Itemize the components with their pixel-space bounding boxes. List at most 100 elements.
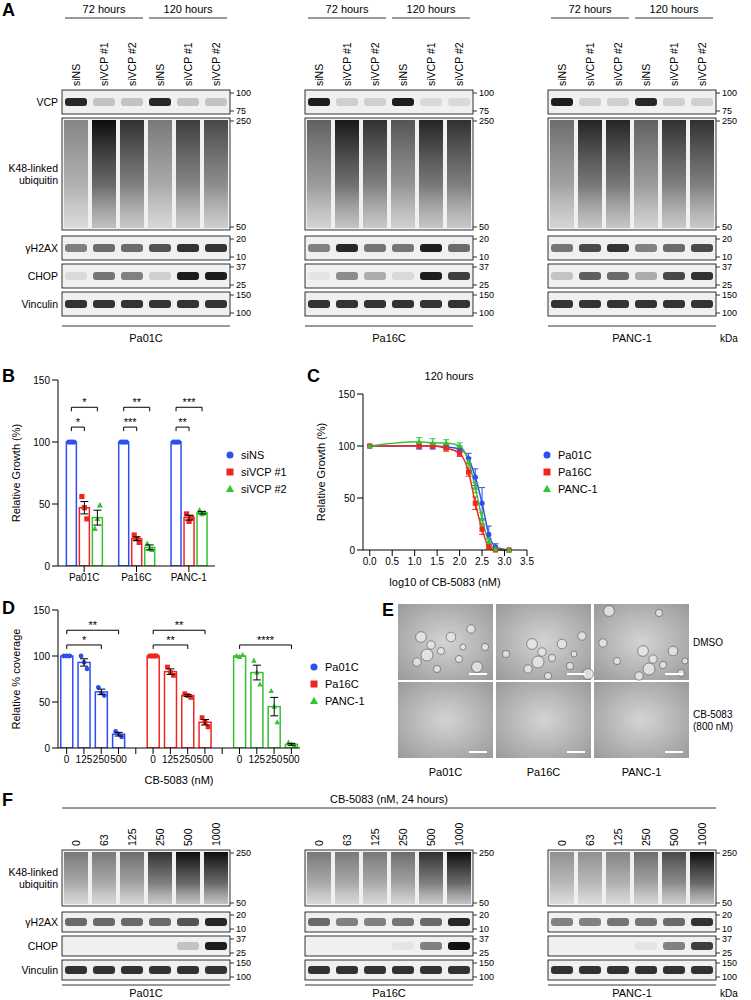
svg-text:37: 37 [236,262,246,272]
svg-text:10: 10 [722,924,732,934]
svg-text:150: 150 [236,290,251,300]
svg-text:CB-5083(800 nM): CB-5083(800 nM) [693,709,733,732]
svg-text:500: 500 [197,754,214,765]
svg-text:150: 150 [33,375,50,386]
svg-text:100: 100 [33,651,50,662]
svg-text:50: 50 [236,898,246,908]
svg-text:150: 150 [236,958,251,968]
svg-text:50: 50 [39,697,51,708]
svg-text:0.5: 0.5 [385,556,399,567]
svg-text:100: 100 [722,972,737,982]
svg-text:1.0: 1.0 [408,556,422,567]
svg-text:Relative Growth (%): Relative Growth (%) [315,423,327,521]
svg-text:250: 250 [154,828,166,846]
svg-text:500: 500 [283,754,300,765]
svg-text:250: 250 [479,848,494,858]
svg-text:PANC-1: PANC-1 [612,332,652,344]
svg-text:CHOP: CHOP [28,270,58,282]
svg-text:37: 37 [236,934,246,944]
svg-text:PANC-1: PANC-1 [622,766,662,778]
svg-text:150: 150 [338,389,355,400]
svg-text:Relative % coverage: Relative % coverage [10,629,22,730]
svg-text:3.0: 3.0 [498,556,512,567]
svg-text:siVCP #2: siVCP #2 [612,42,624,86]
svg-text:kDa: kDa [720,988,738,999]
svg-text:F: F [8,790,13,810]
svg-text:100: 100 [338,441,355,452]
svg-text:37: 37 [722,262,732,272]
svg-text:100: 100 [33,437,50,448]
svg-text:100: 100 [236,972,251,982]
svg-text:72 hours: 72 hours [326,3,369,15]
svg-text:37: 37 [479,934,489,944]
svg-text:25: 25 [479,280,489,290]
svg-text:25: 25 [479,948,489,958]
svg-text:10: 10 [236,252,246,262]
svg-text:10: 10 [722,252,732,262]
svg-text:siVCP #2: siVCP #2 [210,42,222,86]
svg-text:250: 250 [397,828,409,846]
svg-text:120 hours: 120 hours [164,3,213,15]
svg-text:250: 250 [236,116,251,126]
svg-text:**: ** [175,619,184,631]
svg-text:A: A [8,0,15,20]
svg-text:100: 100 [479,972,494,982]
svg-text:25: 25 [722,280,732,290]
svg-text:Pa01C: Pa01C [129,987,163,999]
svg-text:CB-5083 (nM): CB-5083 (nM) [144,774,213,786]
svg-text:*: * [82,396,87,408]
svg-text:100: 100 [479,88,494,98]
svg-text:Pa16C: Pa16C [372,332,406,344]
svg-text:100: 100 [722,88,737,98]
svg-text:siVCP #1: siVCP #1 [425,42,437,86]
svg-text:****: **** [257,634,275,646]
svg-text:***: *** [124,416,138,428]
svg-text:0: 0 [150,754,156,765]
svg-text:E: E [382,600,394,620]
svg-text:siVCP #1: siVCP #1 [668,42,680,86]
svg-text:72 hours: 72 hours [83,3,126,15]
svg-text:250: 250 [179,754,196,765]
svg-text:125: 125 [369,828,381,846]
svg-text:**: ** [132,396,141,408]
svg-text:37: 37 [722,934,732,944]
svg-text:500: 500 [668,828,680,846]
svg-text:100: 100 [236,308,251,318]
svg-text:20: 20 [722,234,732,244]
svg-text:20: 20 [236,234,246,244]
svg-text:500: 500 [425,828,437,846]
svg-text:Relative Growth (%): Relative Growth (%) [10,424,22,522]
svg-text:**: ** [88,619,97,631]
svg-text:50: 50 [479,898,489,908]
svg-text:150: 150 [33,605,50,616]
svg-text:250: 250 [640,828,652,846]
svg-text:Vinculin: Vinculin [21,964,58,976]
svg-text:siNS: siNS [70,64,82,86]
svg-text:siVCP #2: siVCP #2 [126,42,138,86]
svg-text:250: 250 [266,754,283,765]
svg-text:500: 500 [182,828,194,846]
svg-text:γH2AX: γH2AX [25,242,58,254]
svg-text:1000: 1000 [210,822,222,846]
svg-text:100: 100 [722,308,737,318]
svg-text:1.5: 1.5 [430,556,444,567]
svg-text:siVCP #1: siVCP #1 [584,42,596,86]
svg-text:250: 250 [93,754,110,765]
svg-text:150: 150 [479,290,494,300]
svg-text:100: 100 [479,308,494,318]
svg-text:63: 63 [341,834,353,846]
svg-text:10: 10 [236,924,246,934]
svg-text:**: ** [178,416,187,428]
svg-text:Pa01C: Pa01C [129,332,163,344]
svg-text:kDa: kDa [720,333,738,344]
svg-text:120 hours: 120 hours [650,3,699,15]
svg-text:250: 250 [722,848,737,858]
svg-text:siVCP #2: siVCP #2 [696,42,708,86]
svg-text:log10 of CB-5083 (nM): log10 of CB-5083 (nM) [389,576,500,588]
svg-text:500: 500 [110,754,127,765]
svg-text:125: 125 [612,828,624,846]
svg-text:50: 50 [39,499,51,510]
svg-text:1000: 1000 [696,822,708,846]
svg-text:0: 0 [237,754,243,765]
svg-text:siNS: siNS [556,64,568,86]
